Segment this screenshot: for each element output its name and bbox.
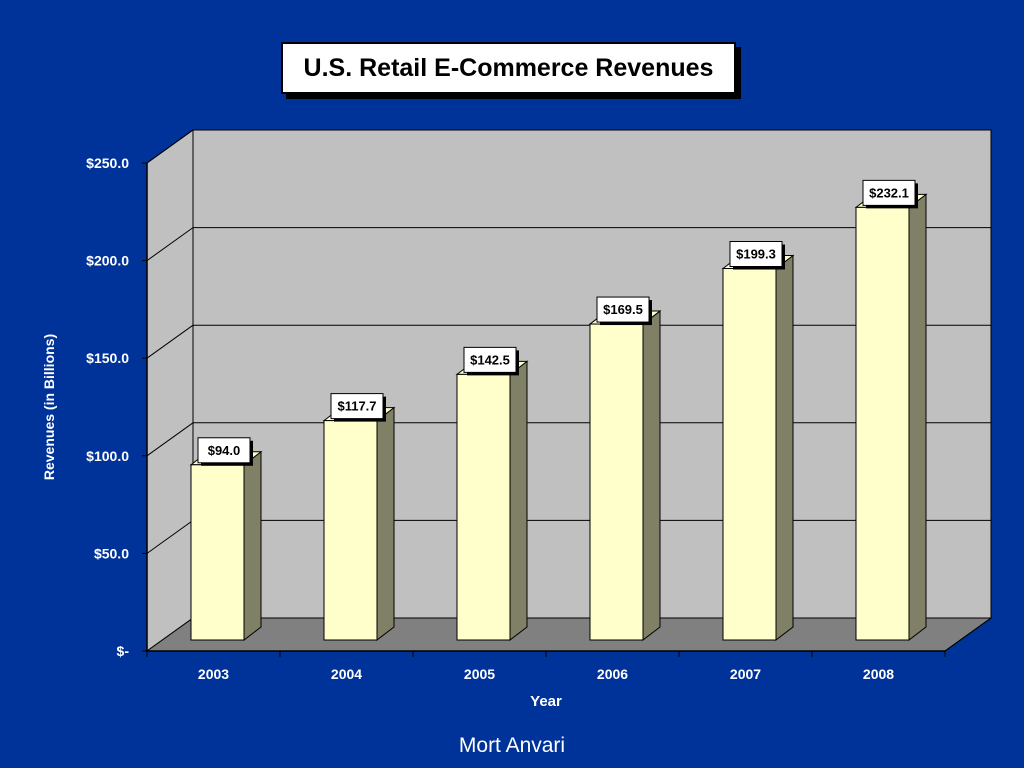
y-tick-label: $250.0 [86,155,129,171]
chart-title: U.S. Retail E-Commerce Revenues [281,42,736,94]
bar [190,464,245,641]
gridline-side [146,129,194,164]
x-axis-title: Year [530,693,562,710]
x-tick-label: 2003 [198,666,229,682]
x-tick-label: 2008 [863,666,894,682]
data-label: $199.3 [736,247,776,262]
y-tick-label: $150.0 [86,350,129,366]
x-tick-label: 2004 [331,666,362,682]
bar [722,268,777,641]
side-wall [146,129,194,652]
bar [855,206,910,641]
bar [589,323,644,641]
bar-side [376,406,395,642]
bar-side [642,310,661,642]
x-tick-label: 2007 [730,666,761,682]
data-label: $142.5 [470,352,510,367]
data-label: $169.5 [603,302,643,317]
data-label-box [197,437,251,464]
y-axis-title: Revenues (in Billions) [41,334,57,480]
bar [323,420,378,641]
data-label-box [729,241,783,268]
gridline-side [146,324,194,359]
y-tick-label: $100.0 [86,448,129,464]
data-label: $232.1 [869,185,909,200]
gridline-side [146,422,194,457]
x-tick-label: 2005 [464,666,495,682]
floor-edge [944,617,992,652]
bar [456,373,511,641]
data-label: $94.0 [208,443,241,458]
bar-side [243,450,262,642]
y-tick-label: $- [117,643,130,659]
data-label-box [463,346,517,373]
data-label-box [596,296,650,323]
bar-side [775,254,794,642]
y-tick-label: $200.0 [86,253,129,269]
y-tick-label: $50.0 [94,545,129,561]
data-label: $117.7 [337,399,376,414]
footer-author: Mort Anvari [458,734,566,757]
x-tick-label: 2006 [597,666,628,682]
data-label-box [862,179,916,206]
bar-side [509,360,528,642]
bar-side [908,193,927,642]
gridline-side [146,227,194,262]
gridline-side [146,519,194,554]
data-label-box [330,393,384,420]
